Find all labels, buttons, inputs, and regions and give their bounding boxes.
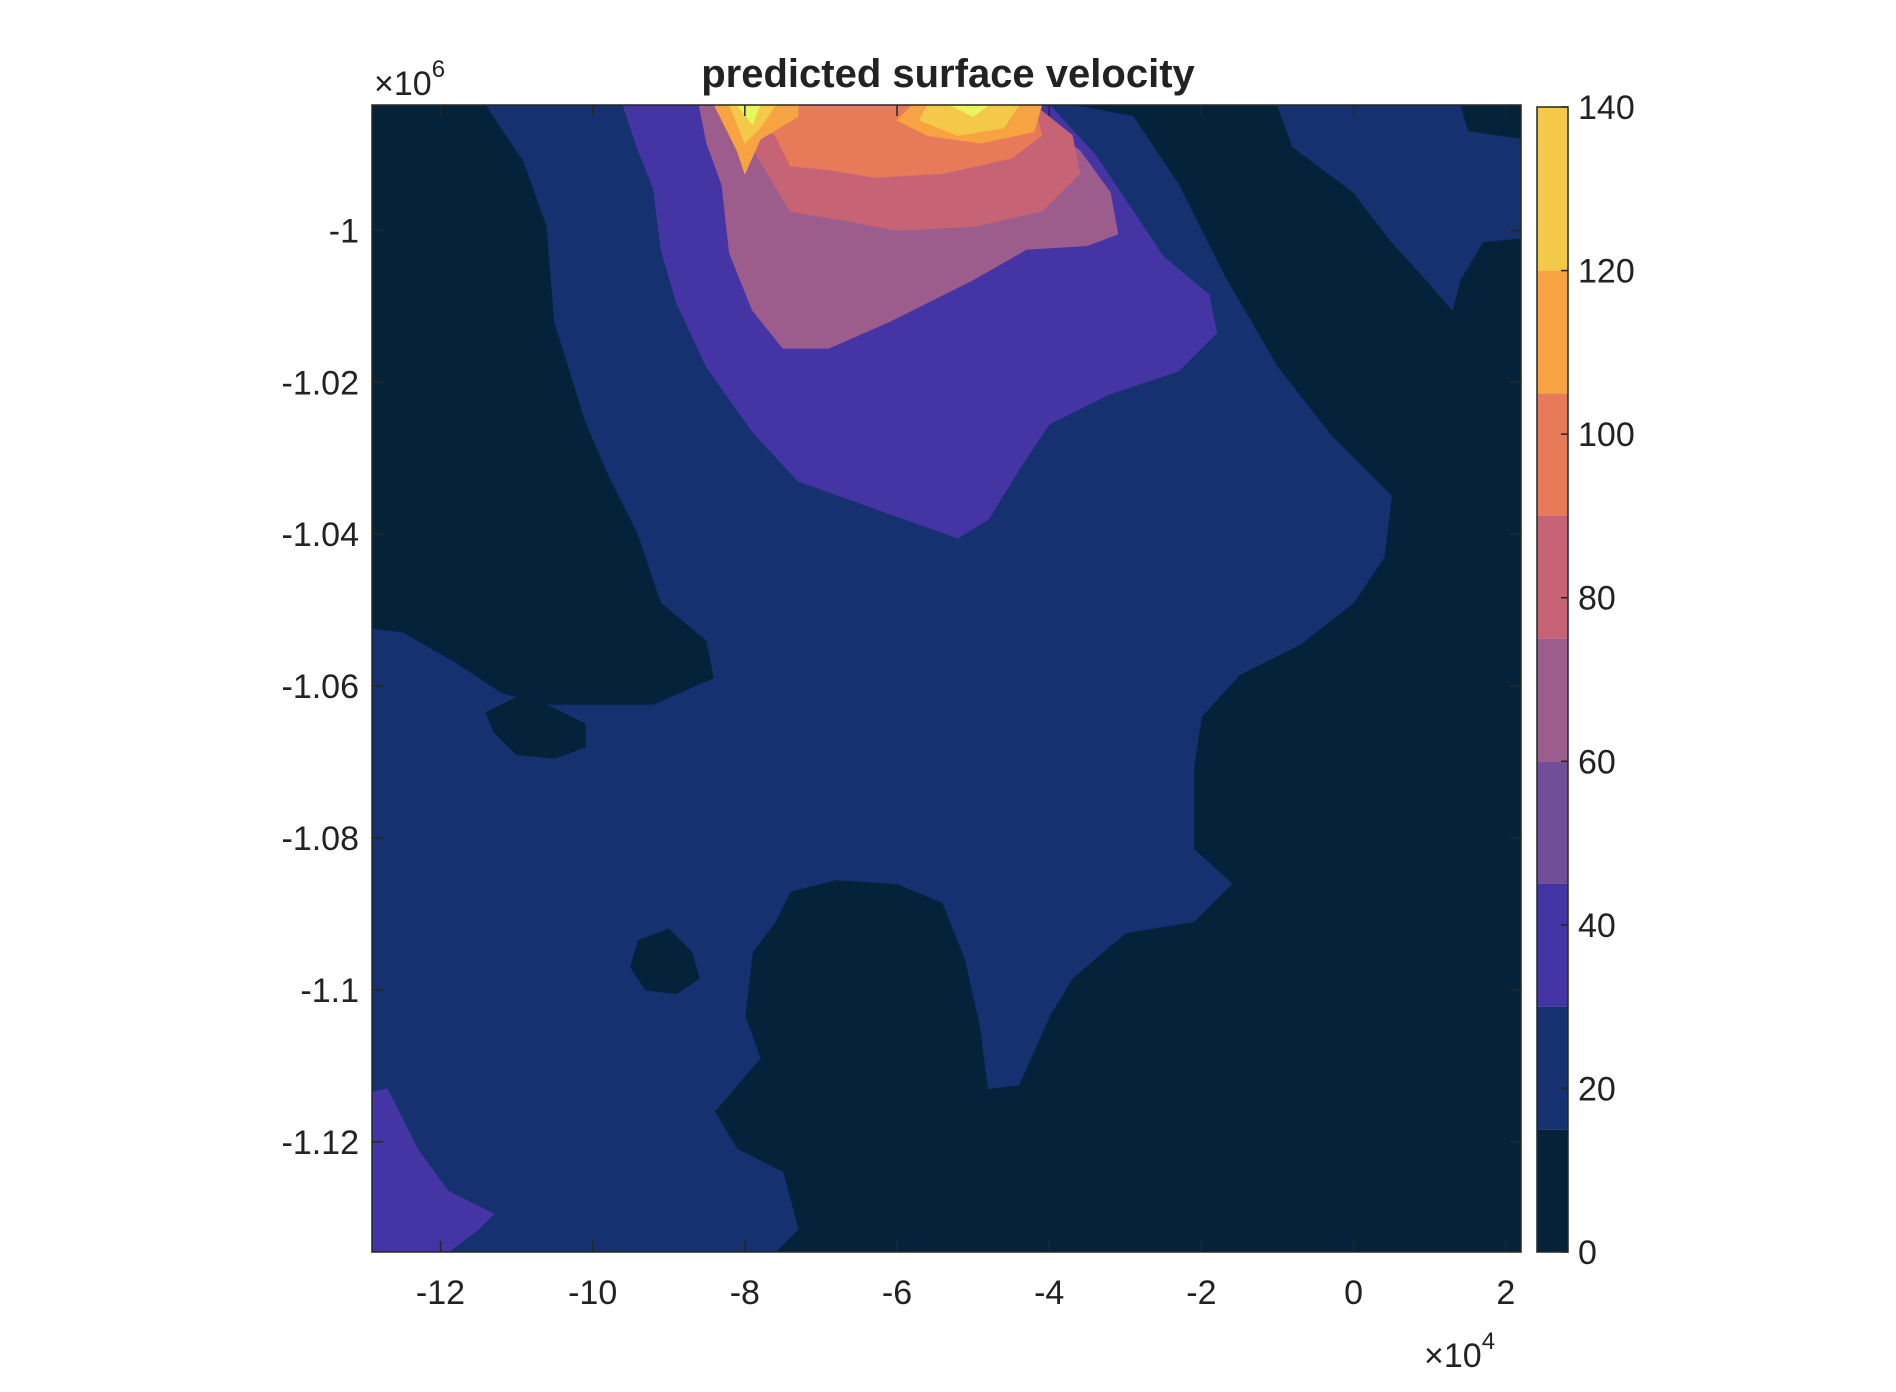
x-tick-label: -6	[882, 1274, 912, 1312]
x-tick-label: 2	[1496, 1274, 1515, 1312]
plot-area	[372, 105, 1521, 1252]
colorbar-tick-label: 120	[1578, 253, 1635, 291]
y-tick-label: -1.08	[282, 820, 360, 858]
colorbar: 0 20 40 60 80 100 120 140	[1536, 89, 1635, 1272]
colorbar-band-3	[1537, 761, 1568, 884]
x-tick-label: -4	[1034, 1274, 1064, 1312]
x-tick-label: -10	[568, 1274, 617, 1312]
y-tick-label: -1.1	[300, 972, 359, 1010]
colorbar-tick-label: 20	[1578, 1070, 1616, 1108]
x-tick-label: -12	[416, 1274, 465, 1312]
colorbar-tick-label: 0	[1578, 1234, 1597, 1272]
colorbar-band-1	[1537, 1006, 1568, 1130]
contour-region-1-level-1	[1276, 105, 1521, 312]
colorbar-band-0	[1537, 1129, 1568, 1252]
contour-regions	[372, 105, 1521, 1252]
colorbar-tick-label: 80	[1578, 580, 1616, 618]
y-tick-label: -1.12	[282, 1124, 360, 1162]
x-exponent-label: ×104	[1424, 1328, 1495, 1375]
svg-text:×104: ×104	[1424, 1328, 1495, 1375]
x-exponent-power: 4	[1482, 1328, 1495, 1355]
colorbar-band-7	[1537, 270, 1568, 394]
y-tick-label: -1	[329, 212, 359, 250]
contour-region-14-level-0	[630, 928, 700, 995]
colorbar-band-6	[1537, 393, 1568, 516]
x-axis: -12 -10 -8 -6 -4 -2 0 2	[416, 105, 1515, 1312]
y-exponent-label: ×106	[374, 56, 445, 103]
x-tick-label: -2	[1186, 1274, 1216, 1312]
contour-region-0-level-1	[372, 105, 1393, 1252]
y-axis: -1 -1.02 -1.04 -1.06 -1.08 -1.1 -1.12	[282, 212, 1521, 1162]
colorbar-tick-label: 100	[1578, 416, 1635, 454]
y-exponent-power: 6	[432, 56, 445, 83]
colorbar-band-8	[1537, 107, 1568, 271]
contour-region-7-level-7	[713, 105, 799, 175]
svg-text:×106: ×106	[374, 56, 445, 103]
x-tick-label: 0	[1344, 1274, 1363, 1312]
colorbar-tick-label: 60	[1578, 743, 1616, 781]
y-tick-label: -1.02	[282, 364, 360, 402]
contour-region-13-level-0	[485, 696, 586, 759]
x-tick-label: -8	[730, 1274, 760, 1312]
y-tick-label: -1.06	[282, 668, 360, 706]
y-exponent-base: ×10	[374, 65, 432, 103]
colorbar-frame	[1536, 106, 1569, 1253]
colorbar-band-2	[1537, 883, 1568, 1007]
colorbar-band-5	[1537, 515, 1568, 639]
colorbar-tick-label: 140	[1578, 89, 1635, 127]
colorbar-tick-label: 40	[1578, 907, 1616, 945]
chart-title: predicted surface velocity	[701, 52, 1195, 96]
plot-frame	[371, 104, 1522, 1253]
contour-region-2-level-2	[372, 1088, 495, 1252]
contour-region-10-level-8	[919, 105, 1020, 136]
y-tick-label: -1.04	[282, 516, 360, 554]
contour-region-12-level-9	[950, 105, 990, 117]
x-exponent-base: ×10	[1424, 1337, 1482, 1375]
colorbar-band-4	[1537, 638, 1568, 762]
